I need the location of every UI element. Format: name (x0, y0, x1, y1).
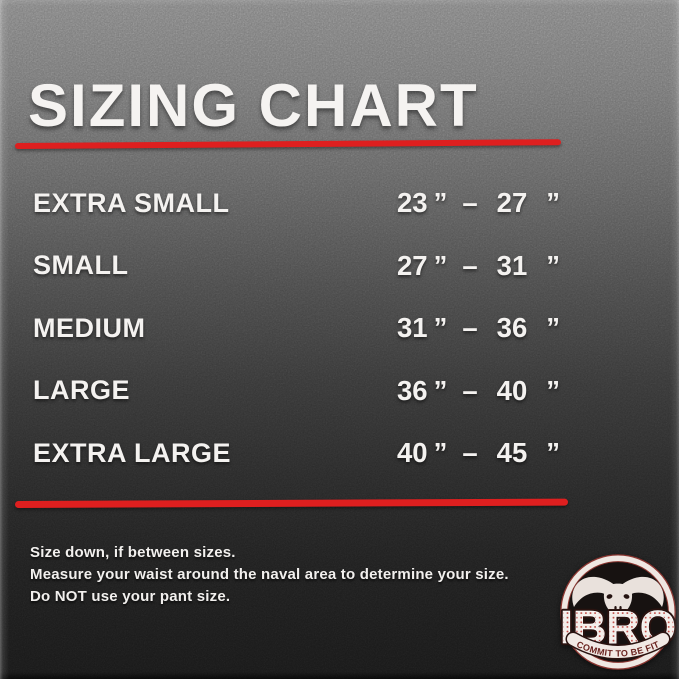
inch-mark: ” (546, 374, 560, 406)
page-title: SIZING CHART (28, 72, 479, 139)
inch-mark: ” (433, 312, 448, 344)
range-dash: – (462, 187, 478, 219)
range-dash: – (462, 249, 478, 281)
inch-mark: ” (433, 249, 448, 281)
table-row: EXTRA SMALL 23 ” – 27 ” (33, 172, 560, 235)
title-underline-divider (14, 139, 562, 149)
size-range: 27 ” – 31 ” (397, 250, 560, 282)
size-range: 31 ” – 36 ” (397, 312, 560, 344)
inch-mark: ” (433, 437, 448, 469)
range-min: 23 (397, 187, 428, 219)
range-min: 36 (397, 374, 428, 406)
note-line: Measure your waist around the naval area… (30, 566, 509, 583)
inch-mark: ” (433, 187, 448, 219)
range-max: 31 (496, 249, 528, 281)
range-min: 31 (397, 312, 428, 344)
range-dash: – (462, 437, 478, 469)
size-label: EXTRA LARGE (33, 437, 232, 468)
table-row: EXTRA LARGE 40 ” – 45 ” (33, 422, 560, 485)
size-range: 36 ” – 40 ” (397, 375, 560, 407)
size-range: 40 ” – 45 ” (397, 437, 560, 469)
note-line: Do NOT use your pant size. (30, 588, 231, 605)
range-min: 40 (397, 437, 428, 469)
table-row: SMALL 27 ” – 31 ” (33, 235, 560, 298)
size-label: EXTRA SMALL (33, 187, 230, 218)
size-table: EXTRA SMALL 23 ” – 27 ” SMALL 27 ” – 31 … (33, 172, 560, 485)
range-min: 27 (397, 249, 428, 281)
ibro-brand-logo: IBRO IBRO COMMIT TO BE FIT (558, 554, 678, 670)
size-label: MEDIUM (33, 312, 146, 343)
size-label: LARGE (33, 375, 130, 406)
inch-mark: ” (433, 374, 448, 406)
table-bottom-divider (14, 498, 569, 508)
table-row: MEDIUM 31 ” – 36 ” (33, 297, 560, 360)
range-max: 27 (496, 187, 528, 219)
range-max: 36 (496, 312, 528, 344)
inch-mark: ” (546, 187, 560, 219)
range-max: 45 (496, 437, 528, 469)
inch-mark: ” (546, 437, 560, 469)
inch-mark: ” (546, 249, 560, 281)
note-line: Size down, if between sizes. (30, 544, 236, 561)
sizing-notes: Size down, if between sizes. Measure you… (30, 542, 509, 608)
size-range: 23 ” – 27 ” (397, 187, 560, 219)
table-row: LARGE 36 ” – 40 ” (33, 360, 560, 423)
range-dash: – (462, 312, 478, 344)
range-max: 40 (496, 374, 528, 406)
inch-mark: ” (546, 312, 560, 344)
size-label: SMALL (33, 250, 129, 281)
range-dash: – (462, 374, 478, 406)
